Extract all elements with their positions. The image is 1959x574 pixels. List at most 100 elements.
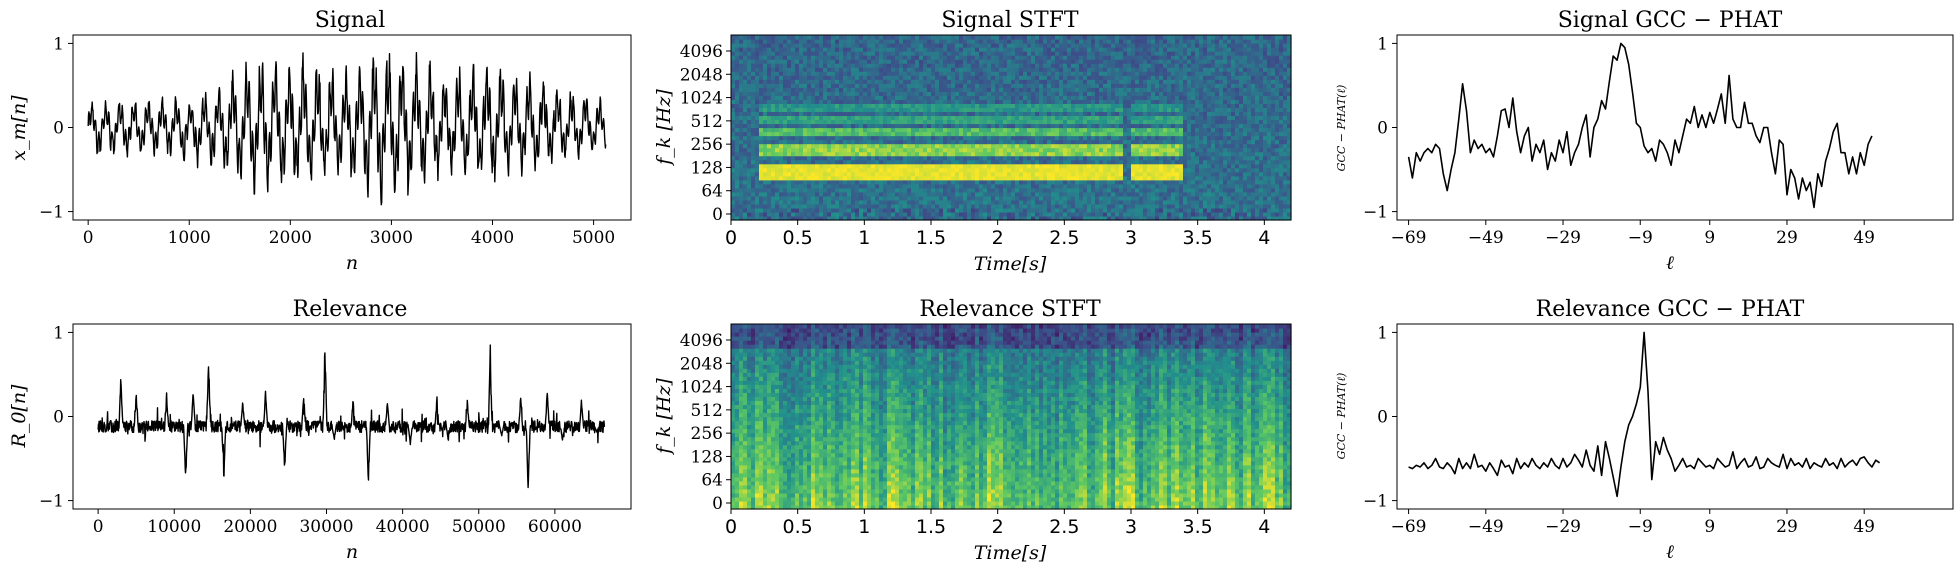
stft-cell [943,95,948,100]
stft-cell [867,199,872,205]
stft-cell [1011,147,1016,153]
stft-cell [911,111,916,117]
stft-cell [755,143,760,149]
stft-cell [739,147,744,153]
stft-cell [743,103,748,108]
stft-cell [1039,123,1044,129]
stft-cell [1151,179,1156,185]
stft-cell [759,119,764,125]
stft-cell [767,71,772,76]
stft-cell [859,51,864,56]
stft-cell [823,103,828,108]
stft-cell [767,103,772,108]
stft-cell [971,187,976,193]
stft-cell [1047,159,1052,165]
stft-cell [955,79,960,84]
stft-cell [1047,55,1052,60]
stft-cell [779,75,784,80]
stft-cell [739,83,744,88]
stft-cell [863,39,868,44]
stft-cell [1123,167,1128,173]
stft-cell [919,131,924,137]
stft-cell [1139,171,1144,177]
stft-cell [795,47,800,52]
stft-cell [1107,43,1112,48]
stft-cell [963,199,968,205]
stft-cell [775,75,780,80]
stft-cell [875,171,880,177]
stft-cell [1115,127,1120,133]
stft-cell [967,163,972,169]
stft-cell [883,87,888,92]
stft-cell [871,55,876,60]
stft-cell [815,79,820,84]
stft-cell [759,51,764,56]
stft-cell [863,119,868,125]
stft-cell [1067,215,1072,221]
stft-cell [1143,135,1148,141]
stft-cell [859,187,864,193]
stft-cell [755,51,760,56]
stft-cell [831,91,836,96]
stft-cell [883,55,888,60]
stft-cell [887,163,892,169]
stft-cell [891,63,896,68]
stft-cell [979,99,984,104]
stft-cell [1063,35,1068,40]
stft-cell [899,71,904,76]
stft-cell [847,35,852,40]
stft-cell [907,159,912,165]
stft-cell [807,51,812,56]
stft-cell [1015,107,1020,113]
stft-cell [751,207,756,213]
stft-cell [771,39,776,44]
stft-cell [1099,183,1104,189]
stft-cell [1127,183,1132,189]
stft-cell [951,75,956,80]
stft-cell [1015,39,1020,44]
stft-cell [1075,51,1080,56]
stft-cell [731,147,736,153]
stft-cell [823,179,828,185]
stft-cell [1071,47,1076,52]
stft-cell [795,151,800,157]
stft-cell [831,147,836,153]
stft-cell [747,191,752,197]
stft-cell [731,95,736,100]
stft-cell [831,215,836,221]
stft-cell [971,139,976,145]
stft-cell [775,135,780,141]
stft-cell [839,171,844,177]
stft-cell [1059,167,1064,173]
stft-cell [1023,155,1028,161]
stft-cell [747,51,752,56]
stft-cell [895,147,900,153]
stft-cell [907,115,912,121]
stft-cell [1047,183,1052,189]
stft-cell [887,75,892,80]
stft-cell [1059,91,1064,96]
stft-cell [831,143,836,149]
stft-cell [1067,87,1072,92]
stft-cell [891,179,896,185]
stft-cell [1019,135,1024,141]
stft-cell [1019,103,1024,108]
stft-cell [979,135,984,141]
stft-cell [987,191,992,197]
stft-cell [1155,71,1160,76]
stft-cell [1063,211,1068,217]
stft-cell [1007,63,1012,68]
stft-cell [915,47,920,52]
stft-cell [1159,135,1164,141]
stft-cell [739,195,744,201]
stft-cell [951,63,956,68]
stft-cell [875,63,880,68]
stft-cell [1059,179,1064,185]
stft-cell [747,75,752,80]
stft-cell [1007,107,1012,113]
stft-cell [931,107,936,113]
stft-cell [1015,115,1020,121]
stft-cell [1151,151,1156,157]
stft-cell [1075,103,1080,108]
stft-cell [955,115,960,121]
